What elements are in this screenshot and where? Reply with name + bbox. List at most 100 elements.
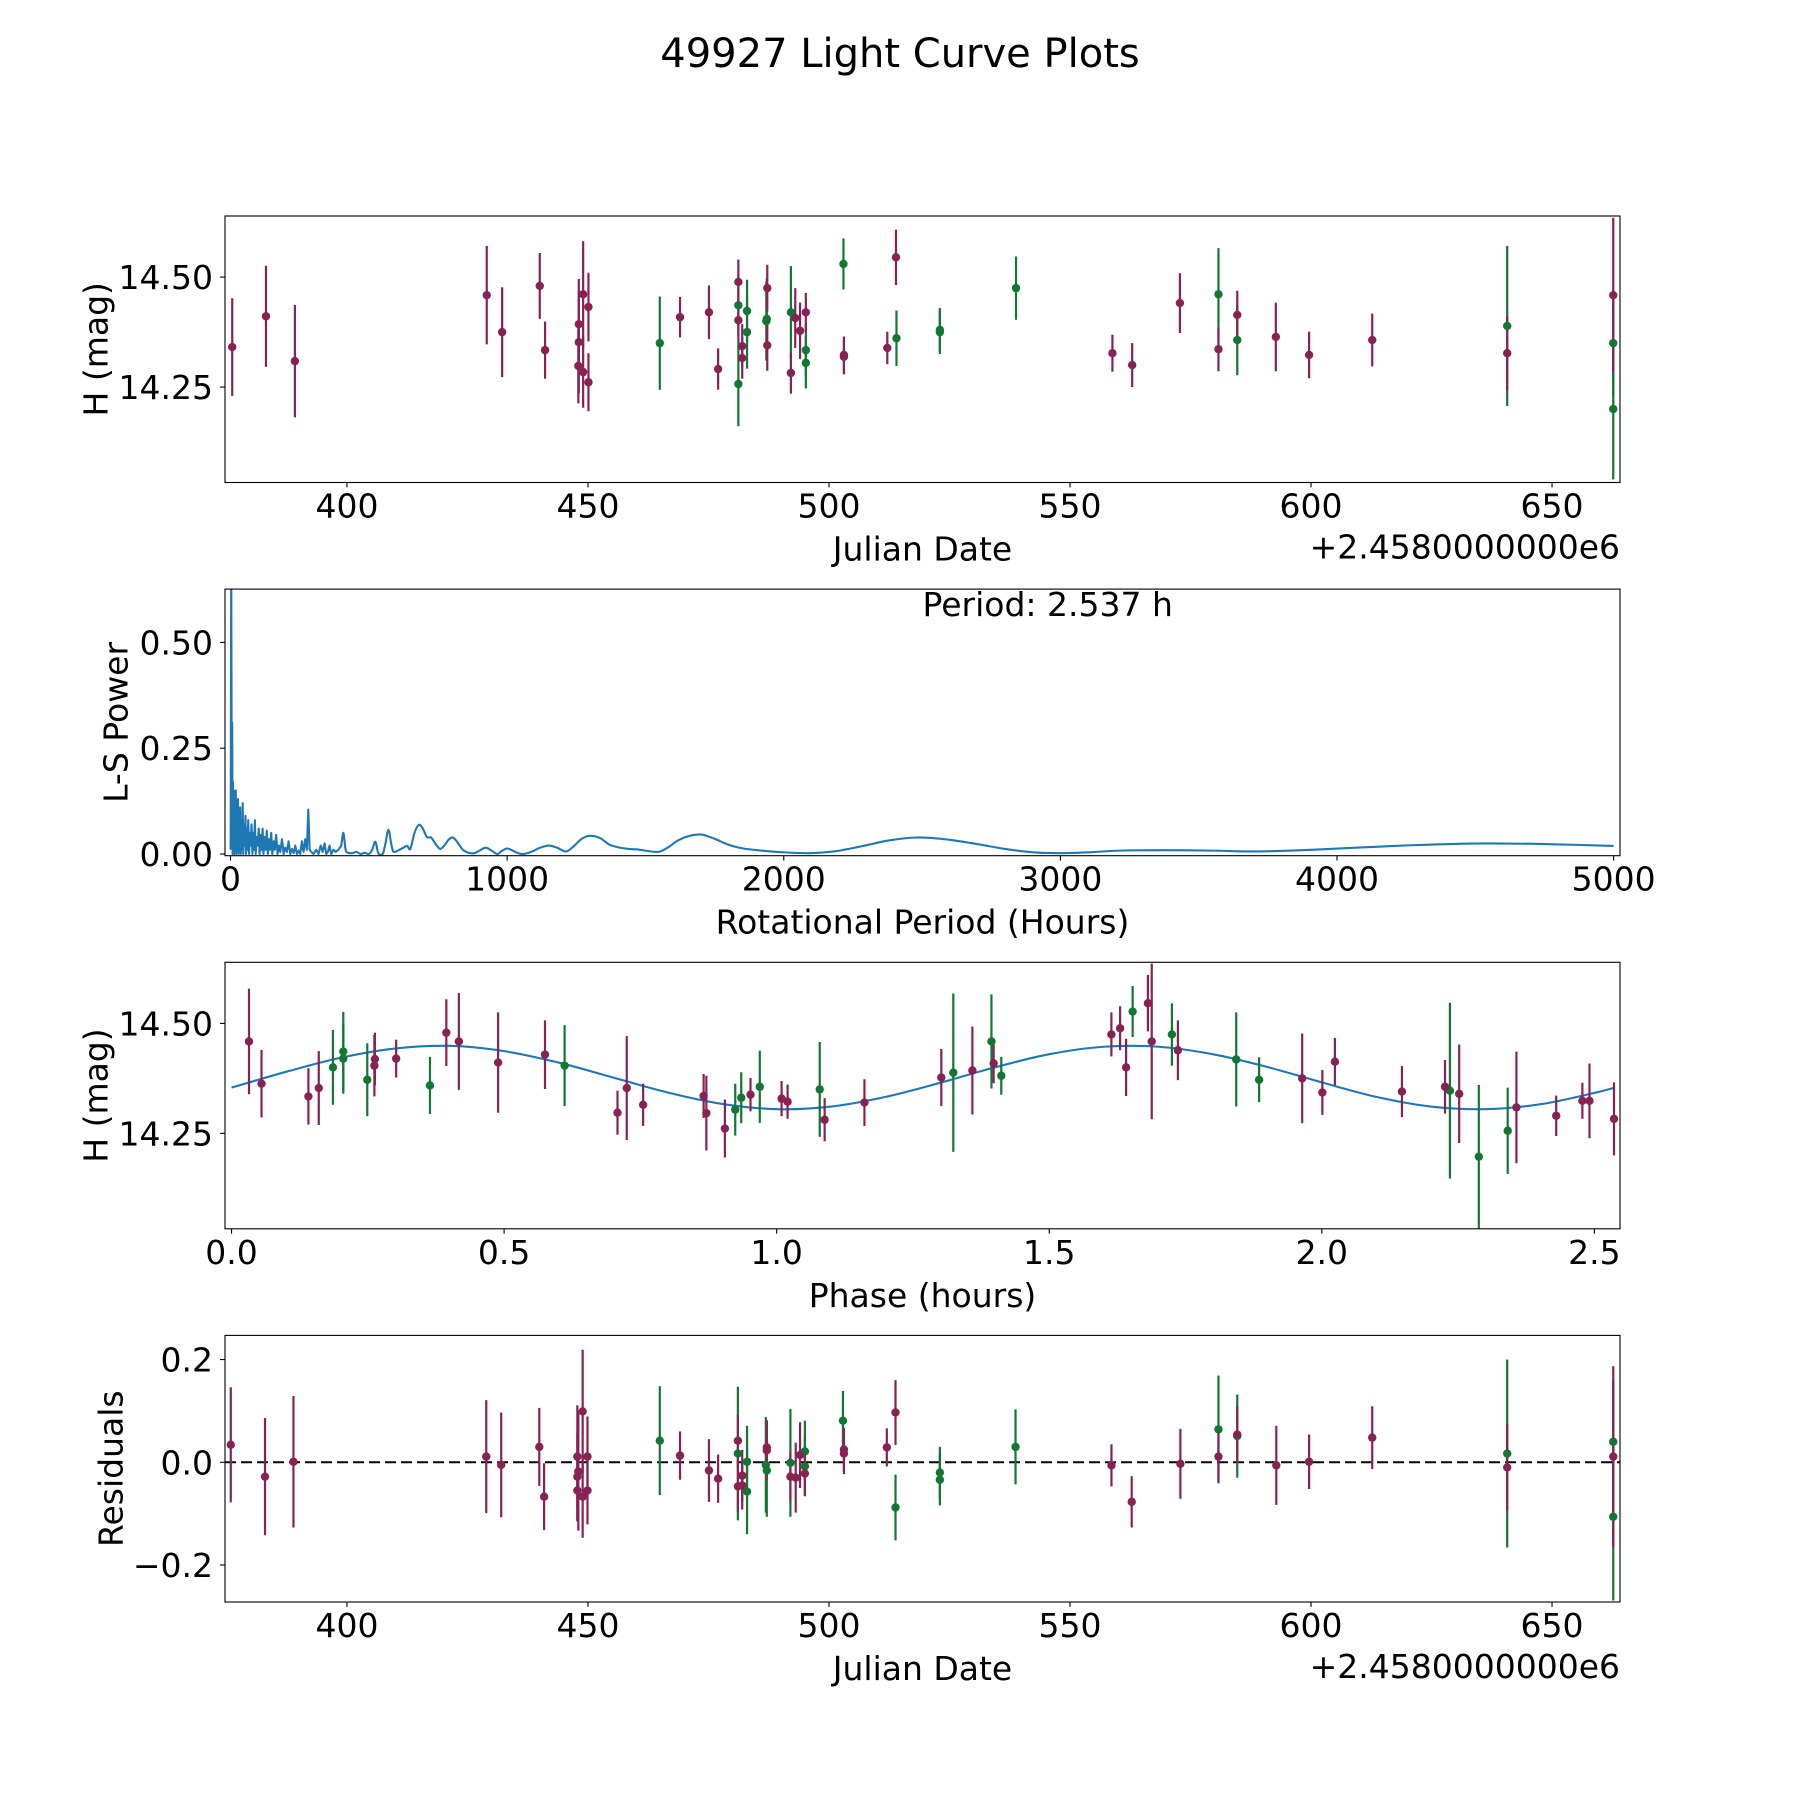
data-point — [539, 1492, 549, 1501]
x-tick-label: 500 — [797, 487, 860, 526]
x-tick-label: 650 — [1521, 1606, 1584, 1645]
data-point — [713, 364, 723, 374]
data-point — [762, 1446, 772, 1455]
y-tick-label: 14.25 — [119, 1114, 213, 1153]
x-tick-label: 0.5 — [478, 1233, 530, 1272]
x-tick-label: 500 — [797, 1606, 860, 1645]
data-point — [738, 353, 747, 363]
data-point — [762, 1466, 772, 1475]
data-point — [815, 1085, 824, 1094]
data-point — [1271, 332, 1281, 342]
y-tick-label: 14.25 — [119, 368, 213, 407]
panel-lightcurve: 400 450 500 550 600 650 14.25 14.50 Julian Dat… — [77, 215, 1621, 569]
data-point — [738, 1471, 747, 1480]
data-point — [1368, 335, 1377, 345]
data-point — [622, 1083, 631, 1093]
data-point — [800, 1469, 810, 1478]
data-point — [1297, 1074, 1307, 1083]
plot-area — [229, 589, 1614, 856]
data-point — [731, 1105, 740, 1114]
plot-area — [228, 217, 1618, 480]
data-point — [839, 259, 848, 269]
data-point — [801, 358, 811, 368]
data-point — [786, 1458, 795, 1467]
data-point — [1512, 1103, 1521, 1112]
x-tick-label: 2000 — [742, 860, 826, 899]
y-tick-label: 0.50 — [140, 623, 213, 662]
data-point — [363, 1075, 372, 1084]
data-point — [1127, 1497, 1136, 1507]
x-tick-label: 550 — [1039, 1606, 1102, 1645]
data-point — [838, 1416, 848, 1425]
data-point — [860, 1098, 869, 1107]
data-point — [1214, 1452, 1223, 1461]
data-point — [699, 1091, 708, 1101]
data-point — [1108, 349, 1117, 358]
data-point — [578, 1407, 587, 1416]
data-point — [892, 334, 901, 343]
data-point — [573, 1486, 582, 1495]
x-tick-label: 450 — [556, 487, 619, 526]
data-point — [713, 1474, 723, 1483]
data-point — [583, 1486, 592, 1495]
data-point — [891, 1408, 900, 1417]
x-tick-label: 1000 — [465, 860, 549, 899]
x-axis: 400 450 500 550 600 650 — [315, 482, 1584, 526]
data-point — [1232, 1055, 1241, 1064]
data-point — [1214, 290, 1223, 299]
data-point — [783, 1097, 792, 1106]
data-point — [1368, 1433, 1377, 1442]
data-point — [1503, 349, 1512, 358]
plot-area — [225, 1349, 1620, 1601]
data-point — [935, 1468, 945, 1477]
period-annotation: Period: 2.537 h — [923, 585, 1173, 624]
y-axis-label: H (mag) — [77, 1028, 116, 1162]
data-point — [1011, 1442, 1020, 1452]
x-tick-label: 3000 — [1018, 860, 1102, 899]
data-point — [261, 312, 271, 321]
data-point — [786, 308, 796, 317]
data-point — [454, 1037, 464, 1046]
data-point — [574, 319, 584, 329]
x-tick-label: 2.5 — [1568, 1233, 1620, 1272]
data-point — [339, 1054, 348, 1063]
data-point — [1272, 1461, 1281, 1470]
periodogram-line — [229, 589, 1614, 856]
data-point — [1233, 335, 1242, 345]
x-tick-label: 0.0 — [205, 1233, 257, 1272]
x-tick-label: 600 — [1280, 487, 1343, 526]
data-point — [370, 1061, 379, 1070]
x-axis: 0 1000 2000 3000 4000 5000 — [220, 855, 1656, 899]
data-point — [1127, 360, 1137, 370]
y-tick-label: 0.0 — [161, 1443, 213, 1482]
data-point — [820, 1115, 829, 1124]
data-point — [244, 1037, 254, 1046]
data-point — [583, 1452, 592, 1461]
data-point — [989, 1059, 998, 1068]
x-tick-label: 0 — [220, 860, 241, 899]
data-point — [535, 281, 544, 291]
data-point — [800, 1462, 810, 1471]
x-axis-label: Phase (hours) — [809, 1276, 1037, 1315]
data-point — [1454, 1089, 1464, 1098]
data-point — [1609, 1452, 1618, 1461]
data-point — [314, 1083, 323, 1093]
y-tick-label: −0.2 — [133, 1546, 213, 1585]
x-axis-label: Julian Date — [831, 1649, 1013, 1688]
data-point — [1503, 1449, 1512, 1458]
data-point — [1167, 1030, 1177, 1039]
data-point — [738, 341, 747, 351]
x-tick-label: 1.5 — [1023, 1233, 1075, 1272]
x-offset-text: +2.4580000000e6 — [1310, 1647, 1620, 1686]
data-point — [535, 1442, 544, 1452]
data-point — [1176, 1459, 1185, 1469]
data-point — [1609, 404, 1618, 414]
x-axis-label: Julian Date — [831, 530, 1013, 569]
data-point — [574, 1467, 583, 1476]
data-point — [1609, 1512, 1618, 1521]
data-point — [391, 1054, 401, 1063]
x-axis: 400 450 500 550 600 650 — [315, 1602, 1584, 1645]
data-point — [1609, 1114, 1619, 1124]
x-tick-label: 400 — [315, 1606, 378, 1645]
